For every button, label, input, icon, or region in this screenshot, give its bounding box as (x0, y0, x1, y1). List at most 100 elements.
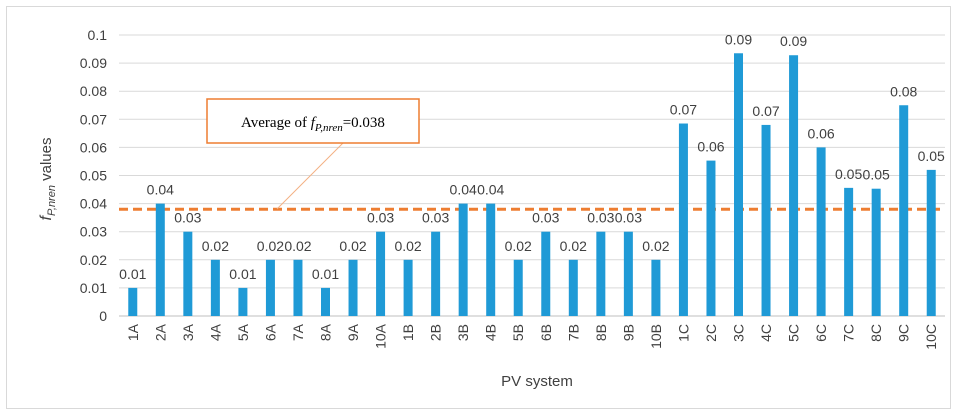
data-label: 0.02 (394, 238, 421, 254)
bar (265, 259, 275, 316)
x-tick-label: 2A (152, 323, 168, 341)
data-label: 0.09 (780, 33, 807, 49)
bar (513, 259, 523, 316)
x-tick-label: 2B (428, 324, 444, 341)
x-tick-label: 7C (841, 324, 857, 342)
data-label: 0.01 (229, 266, 256, 282)
x-tick-label: 6B (538, 324, 554, 341)
x-tick-label: 3C (731, 324, 747, 342)
data-label: 0.05 (835, 166, 862, 182)
y-axis-title-sub: P,nren (46, 185, 58, 216)
data-label: 0.08 (890, 83, 917, 99)
data-label: 0.02 (284, 238, 311, 254)
annotation-text: Average of fP,nren=0.038 (241, 115, 385, 134)
annotation-prefix: Average of (241, 115, 311, 131)
y-tick-label: 0.1 (88, 27, 108, 43)
y-tick-label: 0.02 (80, 252, 107, 268)
y-tick-label: 0.07 (80, 111, 107, 127)
data-label: 0.04 (147, 182, 174, 198)
bar (926, 169, 936, 316)
data-label: 0.01 (312, 266, 339, 282)
annotation-f: f (311, 115, 317, 131)
bar (376, 231, 386, 316)
y-tick-label: 0.06 (80, 139, 107, 155)
bar (293, 259, 303, 316)
x-axis-title: PV system (501, 373, 573, 390)
bar (486, 203, 496, 316)
x-tick-label: 1C (675, 324, 691, 342)
data-label: 0.02 (257, 238, 284, 254)
data-label: 0.03 (174, 210, 201, 226)
bar (871, 188, 881, 316)
x-tick-label: 3A (180, 323, 196, 341)
x-tick-label: 6A (262, 323, 278, 341)
chart-frame: 0.01 0.04 0.03 0.02 0.01 0.02 0.02 0.01 0.02 0.03… (6, 6, 951, 409)
bar (458, 203, 468, 316)
x-tick-label: 9B (620, 324, 636, 341)
bar (210, 259, 220, 316)
bar (706, 160, 716, 316)
bar (403, 259, 413, 316)
x-tick-label: 1A (125, 323, 141, 341)
x-tick-label: 8A (318, 323, 334, 341)
bar (899, 105, 909, 316)
data-label: 0.04 (477, 182, 504, 198)
annotation-suffix: =0.038 (343, 115, 385, 131)
x-tick-label: 4B (483, 324, 499, 341)
annotation-leader-line (276, 142, 344, 210)
y-axis-title-main: f (38, 214, 55, 220)
x-tick-label: 5B (510, 324, 526, 341)
x-tick-label: 7A (290, 323, 306, 341)
y-tick-label: 0.04 (80, 196, 107, 212)
x-tick-label: 10B (648, 324, 664, 349)
data-label: 0.07 (752, 103, 779, 119)
data-label: 0.02 (339, 238, 366, 254)
x-tick-label: 7B (565, 324, 581, 341)
x-tick-label: 5A (235, 323, 251, 341)
y-tick-label: 0.01 (80, 280, 107, 296)
data-label: 0.01 (119, 266, 146, 282)
bars (128, 53, 936, 317)
data-label: 0.03 (615, 210, 642, 226)
data-label: 0.02 (642, 238, 669, 254)
y-tick-label: 0.08 (80, 83, 107, 99)
bar (761, 124, 771, 316)
data-label: 0.07 (670, 102, 697, 118)
chart-canvas: 0.010.040.030.020.010.02 0.020.010.020.03… (38, 27, 945, 390)
y-tick-label: 0 (99, 308, 107, 324)
data-label: 0.04 (450, 182, 477, 198)
bar (155, 203, 165, 316)
data-label: 0.03 (587, 210, 614, 226)
annotation-sub: P,nren (314, 122, 343, 134)
x-tick-label: 10C (923, 324, 939, 350)
bar (816, 147, 826, 316)
bar (128, 287, 138, 316)
bar (596, 231, 606, 316)
bar (431, 231, 441, 316)
x-tick-label: 5C (786, 324, 802, 342)
bar (651, 259, 661, 316)
bar (623, 231, 633, 316)
data-labels: 0.010.040.030.020.010.02 0.020.010.020.03… (119, 31, 945, 282)
data-label: 0.05 (863, 167, 890, 183)
bar (183, 231, 193, 316)
y-tick-label: 0.03 (80, 224, 107, 240)
bar (541, 231, 551, 316)
bar (321, 287, 330, 316)
data-label: 0.05 (918, 148, 945, 164)
bar (348, 259, 358, 316)
x-tick-label: 4C (758, 324, 774, 342)
data-label: 0.02 (505, 238, 532, 254)
gridlines (119, 34, 945, 317)
bar (734, 53, 743, 316)
y-axis-title-tail: values (38, 138, 55, 186)
x-tick-labels: 1A 2A 3A 4A 5A 6A 7A 8A 9A 10A 1B 2B 3B 4B 5B 6B 7B 8B 9B 1… (125, 323, 939, 349)
x-tick-label: 1B (400, 324, 416, 341)
x-tick-label: 3B (455, 324, 471, 341)
annotation-box (206, 98, 420, 144)
bar (568, 259, 578, 316)
x-tick-label: 2C (703, 324, 719, 342)
data-label: 0.03 (532, 210, 559, 226)
data-label: 0.02 (202, 238, 229, 254)
bar (844, 187, 854, 316)
